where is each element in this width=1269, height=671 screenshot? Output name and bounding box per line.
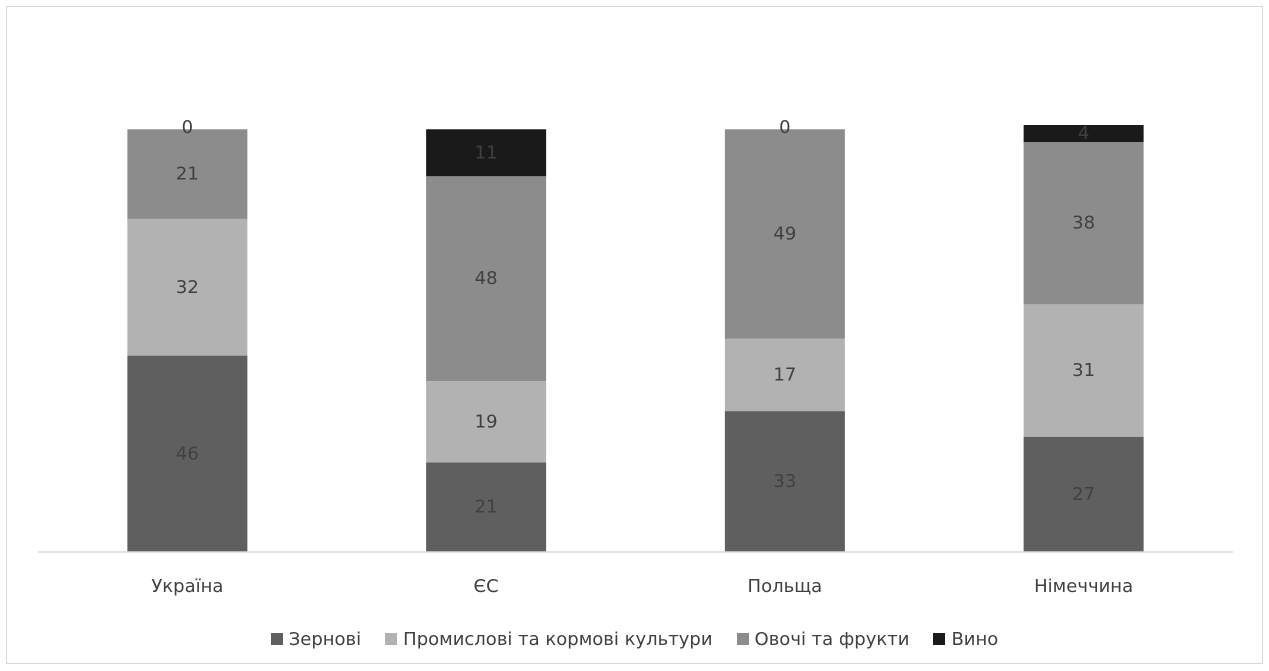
legend-swatch (736, 633, 749, 645)
data-label: 27 (1072, 484, 1095, 505)
bar-segment (1023, 304, 1144, 437)
bar-segment (724, 129, 845, 339)
bar-segment (426, 462, 547, 552)
data-label: 21 (475, 497, 498, 518)
legend-swatch (270, 633, 283, 645)
bar-segment (724, 411, 845, 552)
legend-label: Вино (951, 628, 999, 650)
data-label: 4 (1078, 123, 1089, 144)
legend-label: Зернові (288, 628, 362, 650)
data-label: 31 (1072, 360, 1095, 381)
category-labels: Україна ЄС Польща Німеччина (151, 576, 1133, 597)
legend: Зернові Промислові та кормові культури Ово… (0, 627, 1269, 651)
category-label: ЄС (474, 576, 499, 597)
bar-segment (426, 129, 547, 177)
data-label: 38 (1072, 213, 1095, 234)
legend-swatch (385, 633, 398, 645)
bar-segment (127, 355, 248, 552)
legend-label: Промислові та кормові культури (403, 628, 713, 650)
legend-label: Овочі та фрукти (754, 628, 910, 650)
data-label: 0 (779, 117, 790, 138)
data-label: 11 (475, 142, 498, 163)
bar-segment (127, 218, 248, 356)
category-label: Німеччина (1034, 576, 1133, 597)
data-label: 21 (176, 164, 199, 185)
legend-item: Овочі та фрукти (736, 628, 910, 650)
data-label: 19 (475, 411, 498, 432)
legend-swatch (933, 633, 946, 645)
data-label: 46 (176, 443, 199, 464)
data-label: 33 (773, 471, 796, 492)
data-label: 17 (773, 364, 796, 385)
legend-item: Зернові (270, 628, 362, 650)
bar-segment (426, 381, 547, 463)
legend-item: Вино (933, 629, 998, 650)
data-label: 32 (176, 277, 199, 298)
data-label: 49 (773, 223, 796, 244)
bar-segment (426, 176, 547, 382)
legend-item: Промислові та кормові культури (385, 628, 713, 650)
bar-segment (1023, 125, 1144, 143)
bar-segment (724, 338, 845, 412)
bar-segment (1023, 436, 1144, 552)
bars-layer: 46 32 21 0 21 19 48 11 33 17 49 0 27 31 38 4 (127, 117, 1144, 552)
data-label: 48 (475, 268, 498, 289)
bar-segment (127, 129, 248, 219)
bar-segment (1023, 142, 1144, 305)
data-label: 0 (182, 117, 193, 138)
category-label: Україна (151, 576, 223, 597)
category-label: Польща (748, 576, 823, 597)
